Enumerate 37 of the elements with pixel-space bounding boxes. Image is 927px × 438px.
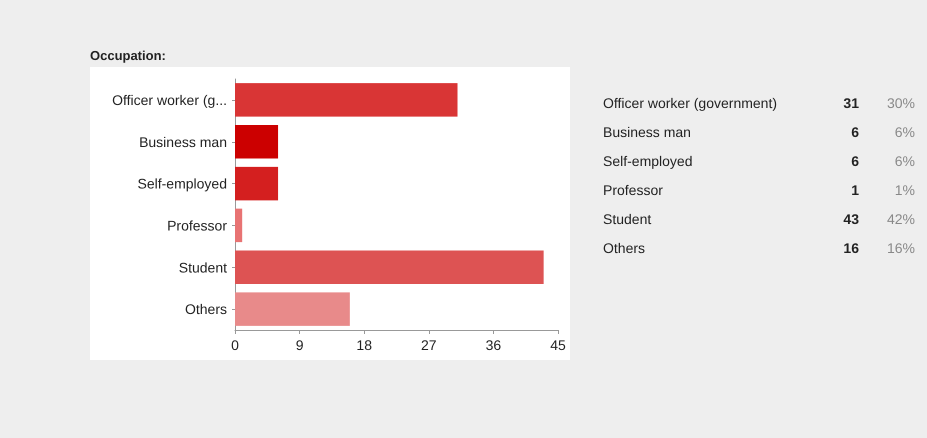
bar bbox=[235, 125, 278, 158]
text: Self-employed bbox=[603, 153, 692, 169]
text: Occupation: bbox=[90, 48, 166, 63]
x-tick-label: 27 bbox=[421, 337, 437, 353]
text: 6% bbox=[894, 124, 915, 140]
bar bbox=[235, 208, 242, 242]
text: 16% bbox=[886, 240, 915, 256]
x-tick-label: 0 bbox=[231, 337, 240, 353]
text: Student bbox=[603, 211, 652, 227]
text: Others bbox=[603, 240, 646, 256]
y-tick-label: Self-employed bbox=[138, 176, 227, 192]
bar bbox=[235, 83, 458, 117]
text: 6% bbox=[894, 153, 915, 169]
text: 42% bbox=[886, 211, 915, 227]
text: 30% bbox=[886, 95, 915, 111]
x-tick-label: 18 bbox=[356, 337, 372, 353]
text: 6 bbox=[851, 153, 859, 169]
bar bbox=[235, 292, 350, 326]
text: 43 bbox=[843, 211, 859, 227]
text: Professor bbox=[603, 182, 663, 198]
y-tick-label: Officer worker (g... bbox=[112, 92, 227, 108]
y-tick-label: Professor bbox=[167, 217, 228, 234]
text: 31 bbox=[843, 95, 859, 111]
y-tick-label: Business man bbox=[139, 134, 227, 150]
x-tick-label: 9 bbox=[296, 337, 304, 353]
bar bbox=[235, 250, 544, 284]
text: 6 bbox=[851, 124, 859, 140]
x-tick-label: 45 bbox=[550, 337, 566, 353]
text: 1 bbox=[851, 182, 859, 198]
text: 1% bbox=[894, 182, 915, 198]
text: Officer worker (government) bbox=[603, 95, 778, 111]
y-tick-label: Others bbox=[184, 301, 227, 318]
bar bbox=[235, 166, 278, 200]
x-tick-label: 36 bbox=[486, 337, 502, 353]
y-tick-label: Student bbox=[178, 259, 228, 276]
text: 16 bbox=[843, 240, 859, 256]
text: Business man bbox=[603, 124, 691, 140]
